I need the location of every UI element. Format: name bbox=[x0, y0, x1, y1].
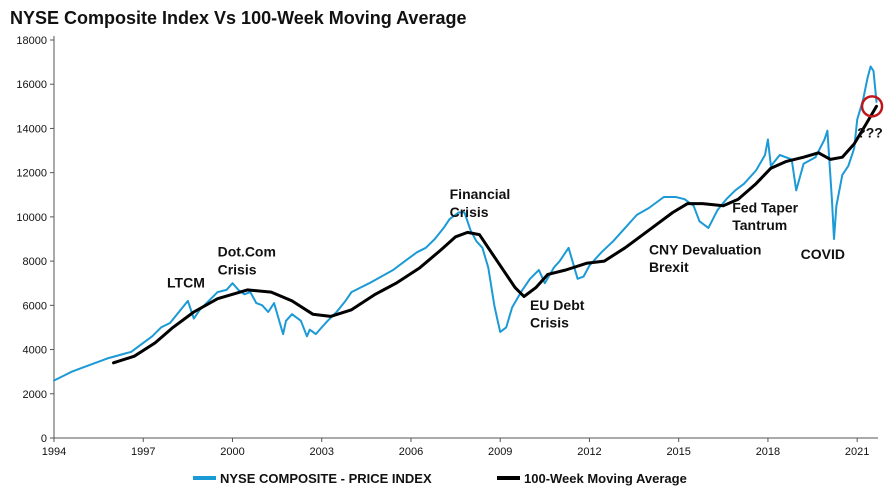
x-tick-label: 2000 bbox=[220, 446, 244, 458]
legend-label-ma: 100-Week Moving Average bbox=[524, 471, 687, 486]
y-tick-label: 0 bbox=[41, 433, 47, 445]
annotation-label: ??? bbox=[857, 124, 883, 140]
x-tick-label: 2006 bbox=[399, 446, 423, 458]
price-line bbox=[53, 65, 878, 382]
y-tick-label: 6000 bbox=[23, 300, 47, 312]
y-tick-label: 4000 bbox=[23, 345, 47, 357]
annotation-label: Crisis bbox=[218, 261, 257, 277]
y-axis: 0 2000 4000 6000 8000 10000 12000 14000 16000 180… bbox=[16, 35, 55, 445]
annotation-label: Crisis bbox=[530, 314, 569, 330]
annotation-label: Tantrum bbox=[732, 217, 787, 233]
y-tick-label: 10000 bbox=[16, 212, 47, 224]
annotation-label: Fed Taper bbox=[732, 199, 798, 215]
annotation-label: EU Debt bbox=[530, 297, 585, 313]
highlight-layer bbox=[860, 95, 884, 118]
y-tick-label: 12000 bbox=[16, 168, 47, 180]
x-tick-label: 2009 bbox=[488, 446, 512, 458]
y-tick-label: 18000 bbox=[16, 35, 47, 47]
annotation-label: Brexit bbox=[649, 259, 689, 275]
legend: NYSE COMPOSITE - PRICE INDEX 100-Week Mo… bbox=[193, 471, 687, 486]
x-tick-label: 2003 bbox=[309, 446, 333, 458]
annotation-label: Financial bbox=[450, 186, 511, 202]
series-layer bbox=[53, 65, 878, 382]
chart-title: NYSE Composite Index Vs 100-Week Moving … bbox=[10, 8, 466, 28]
y-tick-label: 8000 bbox=[23, 256, 47, 268]
legend-label-price: NYSE COMPOSITE - PRICE INDEX bbox=[220, 471, 432, 486]
x-tick-label: 1994 bbox=[42, 446, 66, 458]
x-tick-label: 2012 bbox=[577, 446, 601, 458]
y-tick-label: 2000 bbox=[23, 389, 47, 401]
annotation-label: Crisis bbox=[450, 204, 489, 220]
y-tick-label: 14000 bbox=[16, 123, 47, 135]
x-tick-label: 1997 bbox=[131, 446, 155, 458]
annotation-label: Dot.Com bbox=[218, 244, 276, 260]
x-tick-label: 2015 bbox=[666, 446, 690, 458]
annotation-label: COVID bbox=[801, 246, 845, 262]
annotation-label: LTCM bbox=[167, 275, 205, 291]
x-tick-label: 2021 bbox=[845, 446, 869, 458]
annotation-label: CNY Devaluation bbox=[649, 241, 762, 257]
x-axis: 1994 1997 2000 2003 2006 2009 2012 2015 2018 2021 bbox=[42, 437, 878, 458]
moving-average-line bbox=[112, 104, 878, 365]
highlight-circle bbox=[860, 95, 884, 118]
x-tick-label: 2018 bbox=[756, 446, 780, 458]
y-tick-label: 16000 bbox=[16, 79, 47, 91]
